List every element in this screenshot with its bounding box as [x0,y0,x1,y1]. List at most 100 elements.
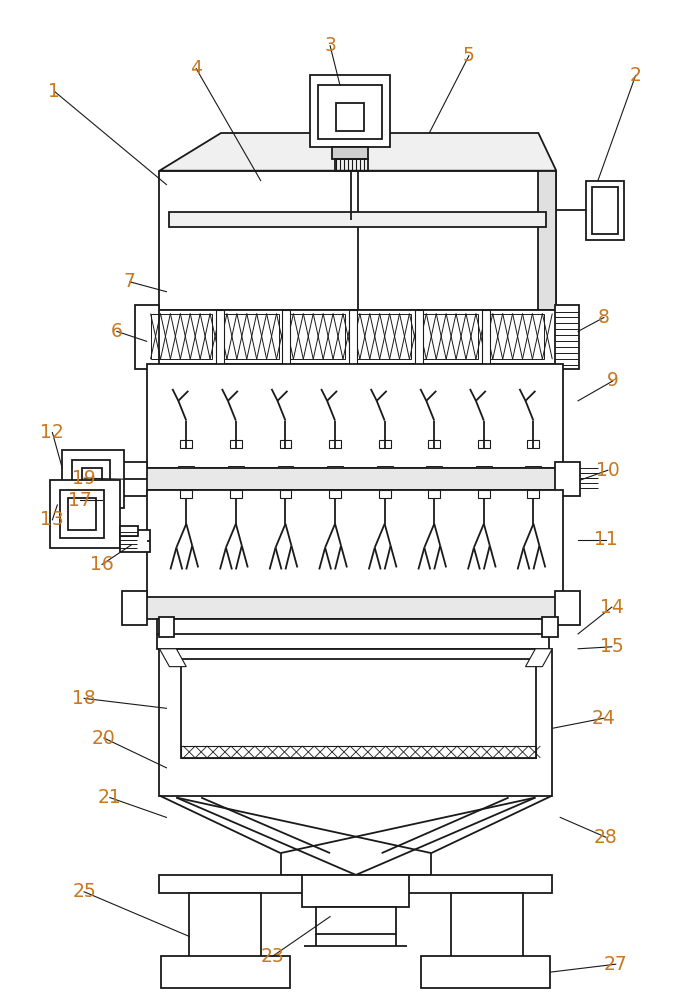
Text: 4: 4 [190,59,202,78]
Text: 13: 13 [40,510,64,529]
Bar [135,597,563,619]
Bar [426,466,442,472]
Text: 20: 20 [92,729,116,748]
Bar [283,314,345,359]
Bar [230,490,242,498]
Bar [181,659,536,758]
Bar [161,956,291,988]
Text: 3: 3 [324,36,336,55]
Bar [280,440,291,448]
Text: 6: 6 [111,322,123,341]
Bar [159,171,556,310]
Bar [349,310,357,364]
Text: 27: 27 [604,955,628,974]
Bar [329,490,341,498]
Bar [336,103,364,131]
Bar [421,956,551,988]
Text: 19: 19 [73,469,96,488]
Bar [228,466,244,472]
Text: 1: 1 [49,82,60,101]
Bar [542,617,558,637]
Text: 24: 24 [592,709,616,728]
Bar [51,480,120,548]
Bar [282,310,291,364]
Text: 5: 5 [463,46,475,65]
Bar [120,530,150,552]
Bar [592,187,618,234]
Bar [350,314,412,359]
Bar [135,305,159,369]
Text: 7: 7 [124,272,135,291]
Bar [332,147,368,159]
Bar [417,314,478,359]
Text: 14: 14 [600,598,624,617]
Bar [73,460,110,498]
Bar [82,468,102,490]
Text: 21: 21 [98,788,122,807]
Text: 12: 12 [40,423,64,442]
Bar [146,490,563,599]
Bar [483,314,544,359]
Bar [230,440,242,448]
Bar [216,310,224,364]
Text: 23: 23 [261,947,285,966]
Text: 18: 18 [73,689,96,708]
Bar [122,462,146,496]
Bar [311,75,390,147]
Bar [120,526,137,536]
Text: 25: 25 [73,882,96,901]
Bar [60,490,104,538]
Bar [316,907,395,934]
Bar [170,212,547,227]
Bar [189,893,261,982]
Bar [476,466,492,472]
Bar [181,490,192,498]
Bar [146,364,563,468]
Bar [478,490,490,498]
Text: 2: 2 [630,66,642,85]
Bar [527,490,540,498]
Bar [327,466,343,472]
Bar [555,462,580,496]
Bar [482,310,490,364]
Bar [179,466,194,472]
Text: 11: 11 [594,530,618,549]
Bar [379,440,391,448]
Bar [379,490,391,498]
Bar [122,591,146,625]
Bar [302,875,410,907]
Bar [146,310,563,364]
Bar [335,159,368,171]
Text: 8: 8 [598,308,610,327]
Polygon shape [159,133,556,171]
Bar [150,314,212,359]
Text: 9: 9 [607,371,619,390]
Bar [62,450,124,508]
Bar [318,85,382,139]
Bar [451,893,523,982]
Bar [157,619,549,649]
Text: 28: 28 [594,828,618,847]
Bar [525,466,541,472]
Bar [159,875,552,893]
Bar [415,310,423,364]
Bar [68,498,96,530]
Bar [135,468,563,490]
Bar [377,466,393,472]
Bar [586,181,624,240]
Bar [478,440,490,448]
Polygon shape [538,171,556,310]
Bar [278,466,293,472]
Bar [181,440,192,448]
Bar [159,649,552,796]
Bar [527,440,540,448]
Bar [428,490,440,498]
Text: 16: 16 [90,555,114,574]
Bar [329,440,341,448]
Bar [280,490,291,498]
Text: 10: 10 [596,461,620,480]
Polygon shape [159,649,186,667]
Bar [217,314,278,359]
Text: 15: 15 [600,637,624,656]
Text: 17: 17 [68,490,92,510]
